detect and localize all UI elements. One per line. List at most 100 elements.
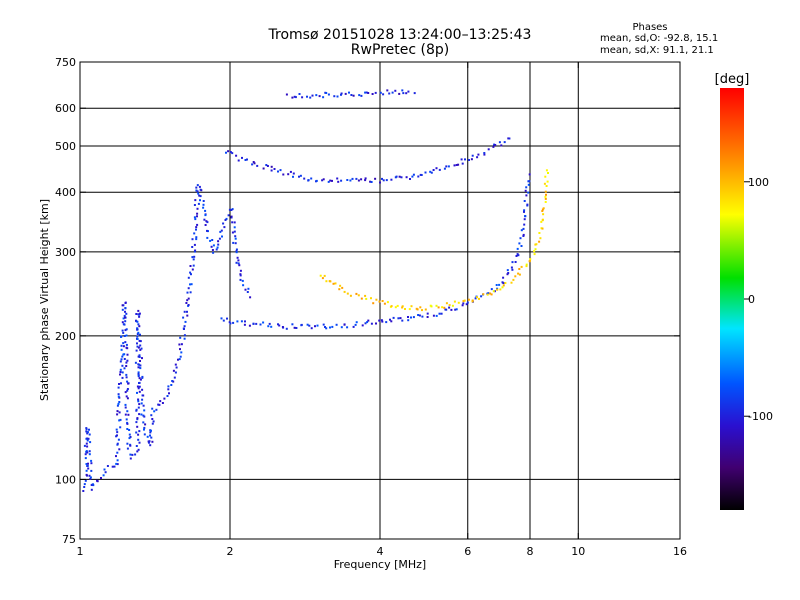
data-point [457, 301, 460, 304]
data-point [122, 317, 125, 320]
data-point [182, 327, 185, 330]
data-point [236, 256, 239, 259]
data-point [354, 323, 357, 326]
data-point [518, 273, 521, 276]
data-point [88, 428, 90, 431]
data-point [385, 321, 388, 324]
data-point [174, 371, 177, 374]
data-point [82, 490, 85, 492]
colorbar-tick-label: 100 [748, 176, 769, 189]
data-point [360, 94, 363, 97]
data-point [464, 158, 466, 161]
data-point [301, 96, 304, 99]
data-point [511, 268, 514, 271]
data-point [192, 258, 195, 261]
data-point [103, 468, 106, 471]
data-point [151, 440, 154, 443]
data-point [453, 164, 456, 167]
data-point [242, 284, 245, 287]
data-point [163, 397, 166, 400]
data-point [123, 335, 126, 337]
data-point [211, 239, 214, 241]
data-point [124, 391, 127, 394]
data-point [139, 367, 142, 370]
data-point [375, 298, 378, 301]
data-point [204, 224, 207, 226]
data-point [124, 403, 127, 406]
data-point [495, 284, 498, 286]
data-point [489, 292, 492, 295]
data-point [510, 266, 513, 269]
data-point [235, 248, 238, 251]
data-points [82, 89, 549, 492]
data-point [126, 388, 129, 390]
data-point [210, 245, 213, 248]
data-point [421, 309, 423, 312]
data-point [412, 316, 415, 319]
data-point [516, 253, 519, 256]
data-point [538, 240, 541, 243]
data-point [136, 335, 139, 338]
phases-title: Phases [632, 22, 668, 33]
data-point [293, 95, 296, 98]
data-point [137, 398, 140, 401]
data-point [206, 236, 209, 239]
data-point [124, 316, 126, 319]
data-point [129, 457, 132, 460]
data-point [333, 95, 336, 98]
data-point [189, 291, 192, 294]
data-point [461, 162, 464, 165]
data-point [249, 296, 252, 299]
data-point [115, 455, 117, 458]
data-point [325, 327, 328, 330]
data-point [445, 165, 448, 168]
data-point [197, 202, 200, 205]
data-point [478, 297, 480, 300]
data-point [533, 253, 536, 256]
data-point [322, 323, 325, 326]
data-point [482, 293, 485, 296]
data-point [215, 248, 218, 251]
chart-title: Tromsø 20151028 13:24:00–13:25:43 [268, 27, 532, 43]
data-point [462, 300, 465, 303]
data-point [239, 278, 242, 281]
data-point [116, 413, 119, 416]
data-point [125, 343, 128, 346]
data-point [138, 385, 141, 388]
data-point [369, 180, 372, 183]
data-point [437, 306, 440, 309]
data-point [335, 323, 338, 326]
data-point [126, 410, 129, 413]
data-point [231, 208, 234, 211]
data-point [144, 423, 147, 426]
data-point [180, 343, 183, 346]
data-point [404, 308, 406, 310]
data-point [179, 336, 182, 339]
data-point [463, 299, 466, 302]
data-point [381, 320, 384, 323]
data-point [435, 314, 438, 317]
data-point [173, 376, 176, 379]
data-point [412, 173, 415, 176]
data-point [424, 308, 427, 311]
data-point [344, 92, 347, 95]
data-point [237, 159, 240, 162]
data-point [143, 409, 146, 412]
data-point [87, 467, 90, 470]
chart-subtitle: RwPretec (8p) [350, 42, 450, 58]
data-point [209, 239, 212, 242]
data-point [219, 230, 222, 233]
data-point [124, 329, 127, 332]
data-point [430, 305, 433, 308]
data-point [137, 400, 140, 403]
data-point [179, 348, 181, 351]
data-point [409, 178, 411, 180]
data-point [503, 141, 506, 144]
data-point [520, 229, 523, 232]
data-point [83, 483, 86, 486]
data-point [374, 91, 377, 94]
data-point [138, 356, 141, 358]
data-point [504, 282, 507, 284]
data-point [136, 342, 138, 345]
data-point [125, 365, 128, 367]
